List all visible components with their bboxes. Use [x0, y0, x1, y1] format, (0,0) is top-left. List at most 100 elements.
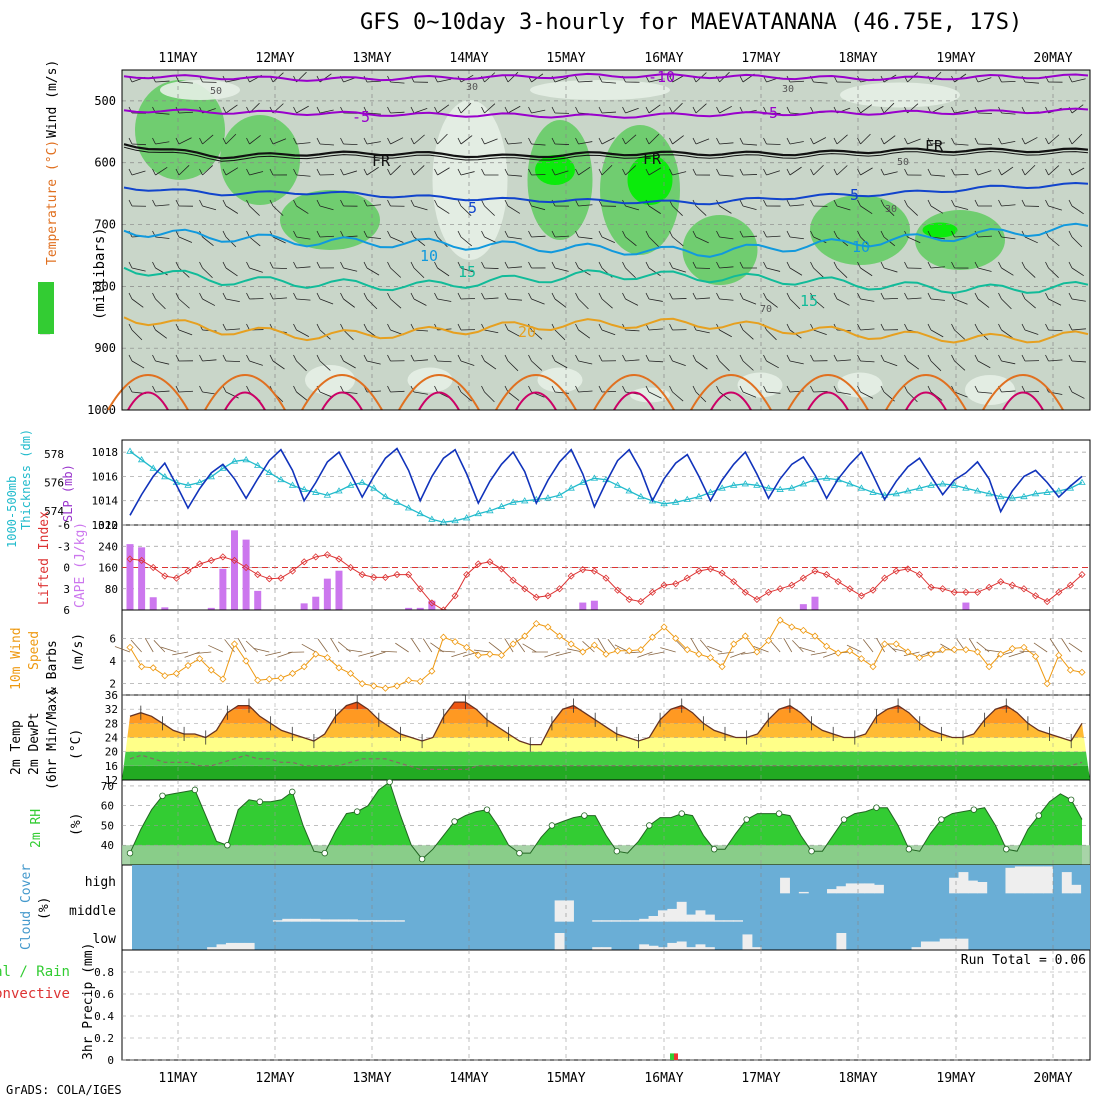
rh-contour-label: 30: [466, 82, 478, 93]
cloud-cell-middle: [310, 919, 320, 922]
cloud-cell-high: [855, 883, 865, 893]
contour-label: -5: [352, 108, 370, 126]
day-label-top: 18MAY: [838, 51, 877, 66]
cloud-cell-middle: [348, 919, 358, 921]
cloud-background: [132, 865, 1090, 950]
lifted-tick-label: -6: [57, 519, 70, 532]
cloud-axis-title: Cloud Cover: [19, 864, 34, 950]
cloud-cell-middle: [329, 919, 339, 921]
cloud-cell-middle: [320, 919, 330, 921]
rh-marker: [582, 813, 588, 819]
cloud-cell-middle: [677, 902, 687, 922]
cloud-cell-low: [930, 942, 940, 951]
rh-contour-label: 50: [210, 86, 222, 97]
rh-axis-title: 2m RH: [29, 809, 44, 848]
rh-marker: [874, 805, 880, 811]
cloud-cell-middle: [630, 920, 640, 921]
cape-bar: [591, 601, 598, 610]
cape-bar: [150, 597, 157, 610]
rh-shading-patch: [305, 365, 355, 395]
cloud-cell-high: [827, 889, 837, 893]
temp-axis-title-2: 2m DewPt: [27, 712, 42, 775]
cloud-cell-middle: [282, 919, 292, 922]
day-label-top: 17MAY: [741, 51, 780, 66]
rh-contour-label: 30: [782, 84, 794, 95]
rh-contour-label: 70: [760, 304, 772, 315]
day-label-bottom: 19MAY: [936, 1071, 975, 1086]
day-label-top: 20MAY: [1033, 51, 1072, 66]
day-label-top: 11MAY: [158, 51, 197, 66]
cloud-cell-high: [1043, 866, 1053, 893]
temp-axis-title-3: (6hr Min/Max): [45, 688, 60, 790]
rh-marker: [1003, 846, 1009, 852]
rh-marker: [289, 789, 295, 795]
cape-bar: [312, 597, 319, 610]
day-label-top: 14MAY: [449, 51, 488, 66]
cloud-cell-high: [846, 883, 856, 893]
cloud-cell-high: [949, 878, 959, 894]
rh-marker: [387, 779, 393, 785]
day-label-top: 16MAY: [644, 51, 683, 66]
cape-bar: [962, 603, 969, 610]
cape-bar: [301, 603, 308, 610]
precip-axis-title-2: Convective: [0, 986, 70, 1002]
cloud-cell-high: [1062, 872, 1072, 893]
rh-shading-patch: [838, 373, 883, 398]
rh-marker: [452, 819, 458, 825]
day-label-top: 19MAY: [936, 51, 975, 66]
cloud-cell-high: [874, 885, 884, 894]
rh-marker: [679, 811, 685, 817]
wind-axis-title-1: 10m Wind: [9, 627, 24, 690]
lifted-tick-label: -3: [57, 540, 70, 553]
cloud-cell-middle: [273, 920, 283, 921]
pressure-tick-label: 600: [94, 156, 116, 170]
cloud-cell-middle: [301, 919, 311, 922]
cloud-cell-low: [245, 943, 255, 950]
contour-label: 15: [800, 292, 818, 310]
cloud-cell-middle: [292, 919, 302, 922]
cloud-cell-middle: [592, 920, 602, 921]
rh-marker: [225, 842, 231, 848]
thickness-tick-label: 578: [44, 448, 64, 461]
cape-bar: [254, 591, 261, 610]
wind-axis-unit: (m/s): [71, 633, 86, 672]
cloud-cell-low: [836, 933, 846, 950]
cloud-cell-low: [217, 944, 227, 950]
cloud-cell-low: [959, 939, 969, 950]
cloud-cell-high: [977, 882, 987, 893]
slp-tick-label: 1014: [92, 495, 119, 508]
cloud-cell-high: [1005, 868, 1015, 894]
cape-bar: [243, 540, 250, 610]
cloud-cell-low: [235, 943, 245, 950]
cloud-cell-middle: [639, 919, 649, 922]
wind-axis-title-3: & Barbs: [45, 640, 60, 695]
precip-axis-unit: 3hr Precip (mm): [81, 943, 96, 1060]
rh-marker: [906, 846, 912, 852]
cape-tick-label: 240: [98, 540, 118, 553]
temp-tick-label: 32: [105, 703, 118, 716]
cloud-cell-low: [921, 942, 931, 951]
cloud-cell-low: [940, 939, 950, 950]
cloud-cell-middle: [395, 920, 405, 921]
slp-tick-label: 1018: [92, 446, 119, 459]
precip-tick-label: 0.4: [94, 1010, 114, 1023]
contour-label: FR: [925, 137, 944, 155]
cloud-cell-middle: [611, 920, 621, 921]
lifted-tick-label: 0: [63, 562, 70, 575]
precip-run-total: Run Total = 0.06: [961, 953, 1086, 968]
cape-tick-label: 320: [98, 519, 118, 532]
temp-axis-unit: (°C): [69, 729, 84, 760]
pressure-tick-label: 500: [94, 94, 116, 108]
cloud-cell-middle: [602, 920, 612, 921]
rh-marker: [160, 793, 166, 799]
lifted-axis-title: Lifted Index: [37, 511, 52, 605]
rh-lower-band: [122, 845, 1090, 865]
lifted-tick-label: 3: [63, 583, 70, 596]
pressure-tick-label: 900: [94, 341, 116, 355]
cloud-cell-middle: [564, 900, 574, 921]
rh-marker: [939, 817, 945, 823]
pressure-axis-title: (millibars): [92, 227, 108, 320]
rh-marker: [711, 846, 717, 852]
cloud-cell-low: [949, 939, 959, 950]
rh-marker: [127, 850, 133, 856]
